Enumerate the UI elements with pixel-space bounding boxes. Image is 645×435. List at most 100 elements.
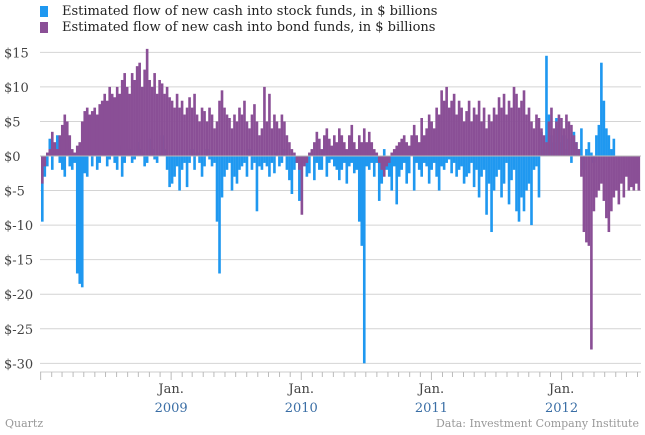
bar-bond (515, 93, 518, 156)
bar-bond (342, 142, 346, 156)
bar-bond (313, 142, 316, 156)
bar-stock (70, 156, 74, 170)
bar-bond (480, 121, 483, 156)
bar-stock (415, 156, 418, 163)
bar-stock (328, 156, 331, 163)
bar-stock (397, 156, 401, 177)
bar-stock (517, 156, 521, 222)
bar-stock (263, 156, 266, 163)
bar-bond (355, 149, 359, 156)
bar-bond (615, 156, 618, 191)
bar-bond (540, 128, 543, 156)
bar-stock (500, 156, 503, 198)
bar-stock (347, 156, 351, 167)
bar-stock (230, 156, 234, 191)
bar-stock (270, 156, 274, 163)
bar-bond (510, 107, 513, 156)
y-tick-label: $-10 (4, 219, 33, 234)
bar-stock (390, 156, 394, 191)
bar-bond (590, 156, 593, 350)
bar-stock (253, 156, 256, 163)
bar-stock (587, 142, 591, 156)
bar-stock (445, 156, 448, 163)
bar-stock (392, 156, 396, 167)
bar-stock (525, 156, 528, 191)
bar-stock (288, 156, 291, 181)
bar-stock (372, 156, 376, 177)
bar-bond (562, 128, 566, 156)
bar-bond (158, 79, 161, 156)
bar-stock (330, 156, 334, 160)
bar-bond (395, 145, 399, 156)
footer-brand: Quartz (5, 417, 44, 430)
bar-bond (123, 73, 126, 156)
bar-stock (228, 156, 231, 163)
bar-bond (200, 107, 204, 156)
bar-bond (260, 128, 264, 156)
bar-stock (457, 156, 461, 170)
bar-bond (582, 156, 586, 233)
bar-bond (165, 86, 169, 156)
bar-bond (490, 121, 493, 156)
bar-bond (507, 100, 511, 156)
bar-stock (273, 156, 276, 174)
bar-stock (467, 156, 471, 174)
legend-swatch-bond (40, 22, 48, 33)
bar-stock (120, 156, 124, 177)
bar-bond (140, 86, 144, 156)
bar-stock (480, 156, 483, 177)
bar-stock (405, 156, 409, 184)
bar-bond (450, 100, 453, 156)
bar-stock (168, 156, 171, 188)
bar-bond (113, 97, 116, 156)
bar-bond (148, 79, 151, 156)
bar-bond (502, 93, 506, 156)
bar-bond (410, 135, 414, 156)
bar-stock (477, 156, 481, 198)
bar-bond (432, 128, 436, 156)
bar-bond (60, 124, 64, 156)
bar-bond (340, 135, 344, 156)
bar-stock (362, 156, 366, 364)
bar-bond (565, 114, 568, 156)
bar-bond (440, 90, 443, 156)
bar-bond (183, 114, 186, 156)
bar-bond (390, 152, 394, 156)
bar-stock (333, 156, 336, 167)
bar-stock (218, 156, 221, 274)
bar-bond (78, 142, 82, 156)
bar-stock (75, 156, 79, 274)
bar-bond (85, 107, 89, 156)
y-tick-label: $0 (4, 150, 21, 165)
bar-bond (63, 114, 67, 156)
bar-bond (577, 149, 581, 156)
bar-stock (215, 156, 219, 222)
bar-stock (417, 156, 421, 170)
bar-bond (627, 156, 631, 191)
bar-stock (355, 156, 359, 170)
bar-bond (105, 100, 109, 156)
bar-stock (55, 135, 59, 156)
bar-stock (502, 156, 506, 184)
bar-bond (597, 156, 601, 191)
bar-stock (357, 156, 361, 222)
bar-bond (557, 114, 561, 156)
bar-stock (113, 156, 116, 163)
y-tick-label: $-5 (4, 185, 25, 200)
bar-stock (350, 156, 354, 163)
bar-stock (452, 156, 456, 163)
bar-bond (352, 142, 356, 156)
bar-stock (320, 156, 324, 170)
bar-bond (500, 107, 503, 156)
bar-bond (357, 135, 361, 156)
bar-stock (365, 156, 369, 167)
bar-bond (550, 107, 553, 156)
bar-stock (153, 156, 156, 160)
bar-bond (193, 93, 196, 156)
bar-stock (510, 156, 513, 181)
bar-bond (495, 114, 498, 156)
bar-stock (437, 156, 441, 191)
bar-stock (155, 156, 159, 163)
y-tick-label: $15 (4, 46, 29, 61)
